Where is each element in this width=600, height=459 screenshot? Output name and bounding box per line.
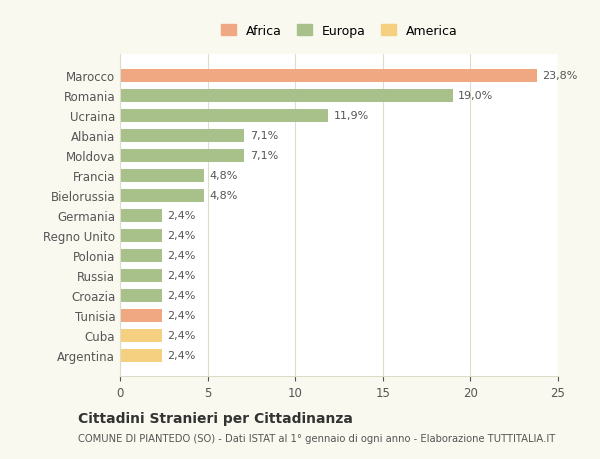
- Bar: [120, 329, 162, 342]
- Text: 2,4%: 2,4%: [167, 291, 196, 301]
- Bar: [120, 90, 453, 102]
- Text: 2,4%: 2,4%: [167, 330, 196, 340]
- Legend: Africa, Europa, America: Africa, Europa, America: [216, 20, 462, 43]
- Bar: [120, 150, 244, 162]
- Bar: [120, 110, 328, 123]
- Text: 23,8%: 23,8%: [542, 71, 578, 81]
- Text: 4,8%: 4,8%: [209, 191, 238, 201]
- Bar: [120, 129, 244, 142]
- Bar: [120, 189, 204, 202]
- Bar: [120, 169, 204, 182]
- Text: 4,8%: 4,8%: [209, 171, 238, 181]
- Text: COMUNE DI PIANTEDO (SO) - Dati ISTAT al 1° gennaio di ogni anno - Elaborazione T: COMUNE DI PIANTEDO (SO) - Dati ISTAT al …: [78, 433, 555, 442]
- Bar: [120, 289, 162, 302]
- Text: 7,1%: 7,1%: [250, 131, 278, 141]
- Bar: [120, 349, 162, 362]
- Bar: [120, 249, 162, 262]
- Bar: [120, 209, 162, 222]
- Text: 2,4%: 2,4%: [167, 231, 196, 241]
- Bar: [120, 309, 162, 322]
- Text: 2,4%: 2,4%: [167, 211, 196, 221]
- Bar: [120, 70, 537, 83]
- Text: 11,9%: 11,9%: [334, 111, 369, 121]
- Bar: [120, 269, 162, 282]
- Text: Cittadini Stranieri per Cittadinanza: Cittadini Stranieri per Cittadinanza: [78, 411, 353, 425]
- Text: 19,0%: 19,0%: [458, 91, 493, 101]
- Text: 2,4%: 2,4%: [167, 251, 196, 261]
- Text: 2,4%: 2,4%: [167, 350, 196, 360]
- Text: 7,1%: 7,1%: [250, 151, 278, 161]
- Text: 2,4%: 2,4%: [167, 310, 196, 320]
- Text: 2,4%: 2,4%: [167, 270, 196, 280]
- Bar: [120, 229, 162, 242]
